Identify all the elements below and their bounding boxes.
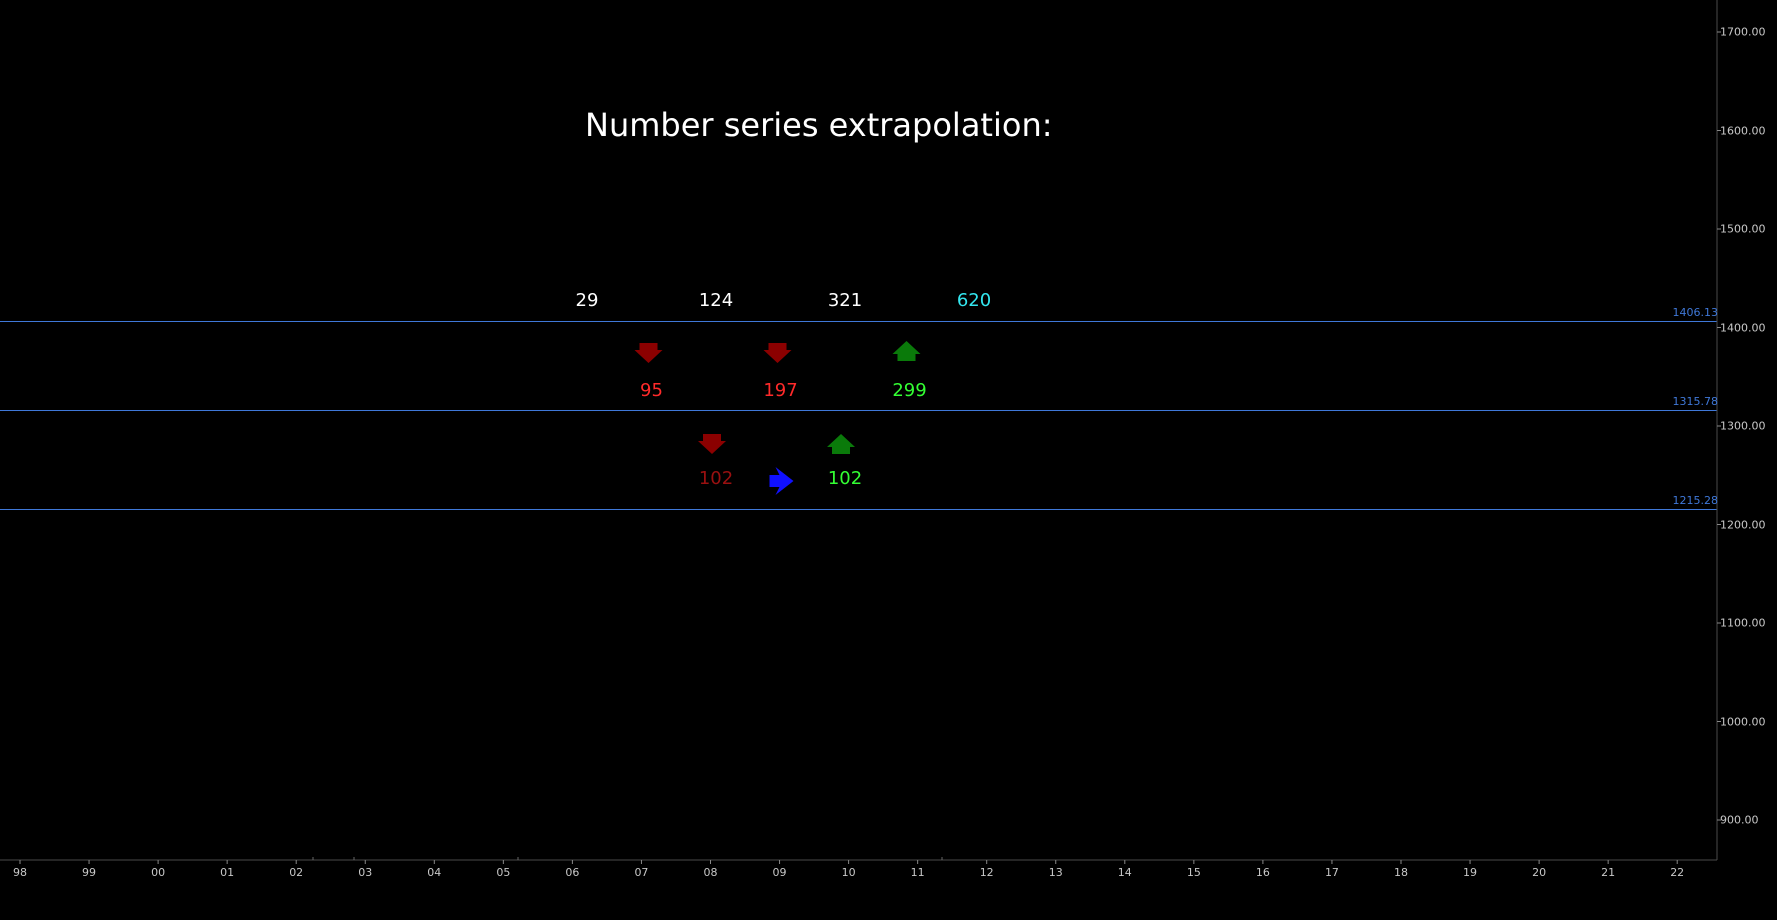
price-tick-label: 1000.00 (1720, 715, 1766, 728)
time-tick-label: 16 (1255, 866, 1270, 879)
series-value: 29 (575, 290, 599, 311)
time-tick-label: 01 (220, 866, 235, 879)
time-tick-label: 13 (1048, 866, 1063, 879)
first-difference-value: 197 (763, 380, 798, 401)
time-tick-label: 07 (634, 866, 649, 879)
time-tick-label: 99 (82, 866, 97, 879)
time-tick-label: 18 (1394, 866, 1408, 879)
time-tick-label: 05 (496, 866, 511, 879)
time-tick-label: 10 (841, 866, 856, 879)
price-tick-label: 1100.00 (1720, 616, 1766, 630)
first-difference-value: 95 (640, 380, 663, 401)
time-tick-label: 04 (427, 866, 442, 879)
time-tick-label: 15 (1186, 866, 1201, 879)
price-tick-label: 1600.00 (1720, 124, 1766, 137)
series-value: 124 (698, 290, 734, 311)
time-tick-label: 12 (979, 866, 994, 879)
level-label: 1215.28 (1672, 494, 1719, 508)
arrow-right-icon (769, 467, 794, 495)
price-tick-label: 900.00 (1720, 813, 1759, 827)
time-tick-label: 06 (565, 866, 580, 879)
axes (0, 0, 1721, 864)
arrow-up-icon (892, 341, 921, 361)
level-label: 1406.13 (1672, 306, 1719, 320)
second-difference-value: 102 (827, 468, 863, 489)
time-tick-label: 02 (289, 866, 304, 879)
chart-title: Number series extrapolation: (585, 106, 1053, 144)
second-difference-value: 102 (698, 468, 734, 489)
arrow-down-icon (698, 434, 726, 454)
time-tick-label: 03 (358, 866, 373, 879)
time-tick-label: 21 (1601, 866, 1616, 879)
time-tick-label: 11 (910, 866, 925, 879)
time-tick-label: 22 (1670, 866, 1685, 879)
level-label: 1315.78 (1672, 395, 1719, 409)
arrows (634, 341, 921, 495)
time-tick-label: 98 (13, 866, 27, 879)
price-tick-label: 1300.00 (1720, 419, 1766, 433)
time-tick-label: 09 (772, 866, 787, 879)
price-tick-label: 1500.00 (1720, 222, 1766, 236)
arrow-up-icon (827, 434, 855, 454)
time-tick-label: 00 (151, 866, 166, 879)
time-tick-label: 20 (1532, 866, 1547, 879)
series-value: 321 (827, 290, 863, 311)
series-value: 620 (956, 290, 992, 311)
first-difference-value: 299 (892, 380, 927, 401)
price-tick-label: 1700.00 (1720, 25, 1766, 39)
arrow-down-icon (634, 343, 663, 363)
time-tick-label: 19 (1463, 866, 1478, 879)
price-tick-label: 1200.00 (1720, 518, 1766, 531)
time-tick-label: 08 (703, 866, 718, 879)
price-tick-label: 1400.00 (1720, 321, 1766, 334)
time-tick-label: 17 (1324, 866, 1339, 879)
time-tick-label: 14 (1117, 866, 1132, 879)
level-lines (0, 320, 1717, 510)
arrow-down-icon (763, 343, 792, 363)
